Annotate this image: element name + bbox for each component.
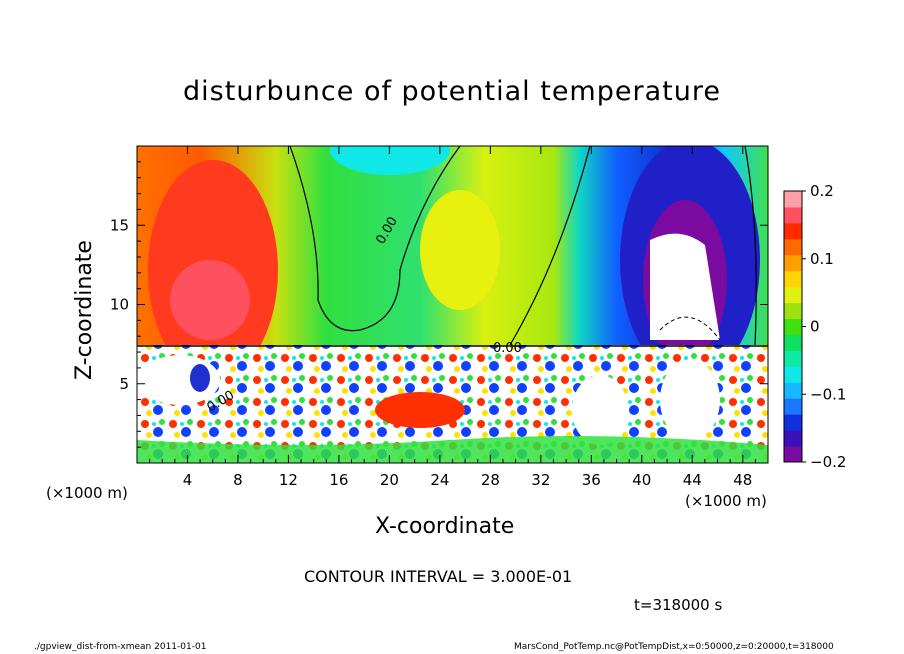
x-tick-label: 4 bbox=[183, 471, 193, 489]
footer-right: MarsCond_PotTemp.nc@PotTempDist,x=0:5000… bbox=[514, 642, 834, 652]
chart-title: disturbunce of potential temperature bbox=[183, 76, 721, 107]
colorbar-swatch bbox=[784, 270, 802, 288]
x-unit-label: (×1000 m) bbox=[46, 484, 128, 502]
colorbar-tick-label: 0.2 bbox=[810, 182, 834, 200]
colorbar-swatch bbox=[784, 191, 802, 208]
colorbar-swatch bbox=[784, 430, 802, 447]
colorbar-swatch bbox=[784, 254, 802, 272]
y-axis-label: Z-coordinate bbox=[72, 240, 97, 380]
y-tick-label: 15 bbox=[110, 216, 129, 234]
colorbar-swatch bbox=[784, 414, 802, 431]
colorbar-swatch bbox=[784, 366, 802, 383]
x-tick-label: 48 bbox=[733, 471, 752, 489]
colorbar-swatch bbox=[784, 334, 802, 351]
colorbar-swatch bbox=[784, 222, 802, 240]
x-tick-label: 16 bbox=[329, 471, 348, 489]
x-tick-label: 8 bbox=[233, 471, 243, 489]
colorbar-tick-label: 0.1 bbox=[810, 250, 834, 268]
colorbar-swatch bbox=[784, 286, 802, 304]
time-label: t=318000 s bbox=[634, 596, 723, 614]
colorbar-swatch bbox=[784, 318, 802, 335]
x-axis-label: X-coordinate bbox=[375, 514, 515, 539]
contour-interval: CONTOUR INTERVAL = 3.000E-01 bbox=[304, 567, 573, 586]
colorbar-swatch bbox=[784, 350, 802, 367]
colorbar-swatch bbox=[784, 398, 802, 415]
y-tick-label: 10 bbox=[110, 296, 129, 314]
colorbar-swatch bbox=[784, 302, 802, 320]
x-tick-label: 32 bbox=[531, 471, 550, 489]
colorbar-tick-label: −0.1 bbox=[810, 385, 846, 403]
y-tick-label: 5 bbox=[119, 375, 129, 393]
colorbar-swatch bbox=[784, 206, 802, 224]
colorbar-swatch bbox=[784, 382, 802, 399]
x-unit-label: (×1000 m) bbox=[685, 492, 767, 510]
colorbar-swatch bbox=[784, 238, 802, 256]
x-tick-label: 20 bbox=[380, 471, 399, 489]
footer-left: ./gpview_dist-from-xmean 2011-01-01 bbox=[34, 642, 207, 652]
heatmap-field bbox=[137, 146, 768, 463]
x-tick-label: 28 bbox=[481, 471, 500, 489]
contour-label: 0.00 bbox=[493, 341, 522, 356]
x-tick-label: 12 bbox=[279, 471, 298, 489]
x-tick-label: 36 bbox=[582, 471, 601, 489]
x-tick-label: 44 bbox=[683, 471, 702, 489]
colorbar-swatch bbox=[784, 446, 802, 463]
x-tick-label: 40 bbox=[632, 471, 651, 489]
colorbar: −0.2 −0.1 0 0.1 0.2 bbox=[783, 182, 846, 471]
colorbar-tick-label: 0 bbox=[810, 318, 820, 336]
colorbar-tick-label: −0.2 bbox=[810, 453, 846, 471]
x-tick-label: 24 bbox=[430, 471, 449, 489]
